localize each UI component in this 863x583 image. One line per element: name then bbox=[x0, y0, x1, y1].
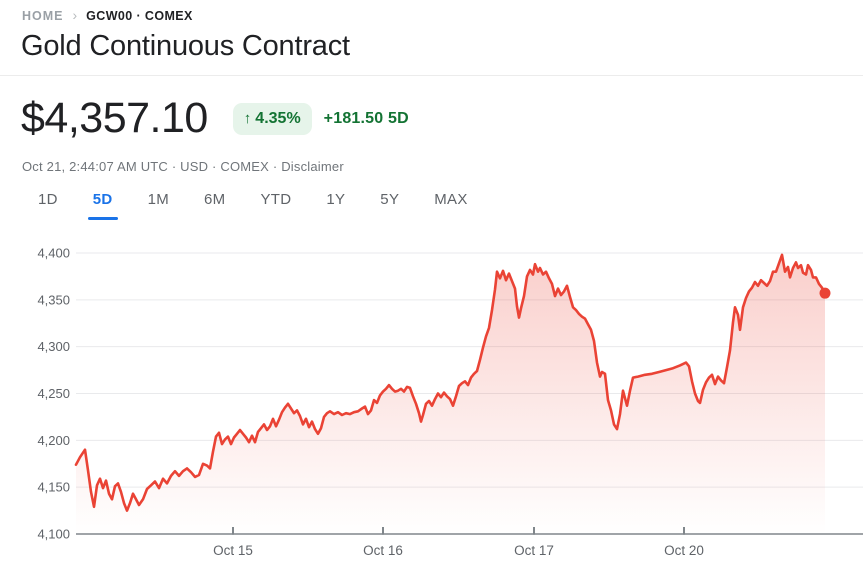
change-absolute-value: +181.50 5D bbox=[323, 109, 409, 127]
x-tick-label: Oct 16 bbox=[363, 543, 403, 558]
tab-ytd[interactable]: YTD bbox=[260, 191, 292, 208]
y-tick-label: 4,400 bbox=[37, 246, 70, 261]
tab-1d[interactable]: 1D bbox=[38, 191, 58, 208]
price-line bbox=[74, 253, 827, 512]
price-chart[interactable]: 4,400 4,350 4,300 4,250 4,200 4,150 4,100 Oct 1… bbox=[0, 235, 863, 583]
breadcrumb-symbol: GCW00 · COMEX bbox=[86, 9, 193, 23]
y-tick-label: 4,300 bbox=[37, 339, 70, 354]
area-fill bbox=[76, 254, 825, 534]
y-tick-label: 4,150 bbox=[37, 480, 70, 495]
x-tick-label: Oct 17 bbox=[514, 543, 554, 558]
tab-5y[interactable]: 5Y bbox=[380, 191, 400, 208]
price-chart-svg[interactable]: 4,400 4,350 4,300 4,250 4,200 4,150 4,100 Oct 1… bbox=[0, 235, 863, 583]
disclaimer-link[interactable]: Disclaimer bbox=[281, 159, 344, 174]
time-range-tabs: 1D 5D 1M 6M YTD 1Y 5Y MAX bbox=[30, 190, 476, 220]
breadcrumb: HOME › GCW00 · COMEX bbox=[22, 7, 193, 23]
change-percent-value: 4.35% bbox=[255, 109, 301, 127]
y-tick-label: 4,200 bbox=[37, 433, 70, 448]
tab-5d[interactable]: 5D bbox=[85, 190, 121, 220]
x-tick-label: Oct 20 bbox=[664, 543, 704, 558]
tab-1y[interactable]: 1Y bbox=[326, 191, 346, 208]
tab-6m[interactable]: 6M bbox=[204, 191, 226, 208]
y-tick-label: 4,100 bbox=[37, 527, 70, 542]
breadcrumb-home-link[interactable]: HOME bbox=[22, 9, 64, 23]
tab-1m[interactable]: 1M bbox=[147, 191, 169, 208]
quote-timestamp: Oct 21, 2:44:07 AM UTC · USD · COMEX · bbox=[22, 159, 282, 174]
chevron-right-icon: › bbox=[72, 7, 78, 23]
price-value: $4,357.10 bbox=[21, 94, 208, 142]
active-tab-underline bbox=[87, 217, 118, 220]
header-divider bbox=[0, 75, 863, 76]
x-tick-label: Oct 15 bbox=[213, 543, 253, 558]
y-tick-label: 4,250 bbox=[37, 386, 70, 401]
change-percent-badge: ↑ 4.35% bbox=[232, 102, 312, 135]
quote-row: $4,357.10 ↑ 4.35% +181.50 5D bbox=[21, 94, 409, 143]
up-arrow-icon: ↑ bbox=[243, 110, 252, 127]
y-tick-label: 4,350 bbox=[37, 292, 70, 307]
page-title: Gold Continuous Contract bbox=[21, 30, 350, 62]
tab-max[interactable]: MAX bbox=[434, 191, 468, 208]
quote-meta-line: Oct 21, 2:44:07 AM UTC · USD · COMEX · D… bbox=[22, 159, 344, 174]
last-price-dot bbox=[819, 287, 831, 299]
